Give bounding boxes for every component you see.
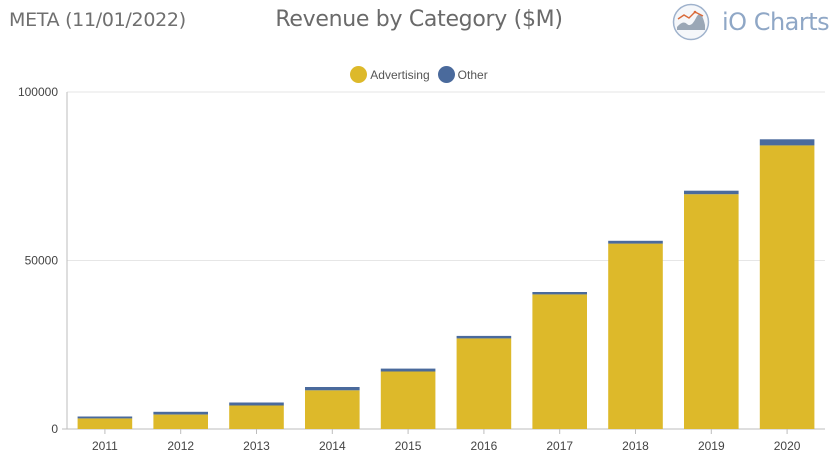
x-tick-label: 2017	[546, 439, 573, 453]
brand-logo-icon	[672, 3, 710, 41]
y-tick-label: 50000	[25, 254, 59, 268]
x-tick-label: 2019	[698, 439, 725, 453]
brand-name: iO Charts	[722, 8, 830, 36]
x-tick-label: 2020	[774, 439, 801, 453]
bar-advertising	[456, 338, 512, 429]
bar-other	[380, 368, 436, 372]
bar-advertising	[608, 243, 663, 429]
bar-advertising	[77, 418, 133, 429]
legend-item-advertising[interactable]: Advertising	[350, 66, 430, 83]
bar-advertising	[380, 371, 436, 429]
x-tick-label: 2016	[471, 439, 498, 453]
bar-advertising	[229, 405, 284, 429]
ticker-label: META (11/01/2022)	[9, 9, 186, 31]
bar-other	[77, 416, 133, 419]
x-tick-label: 2018	[622, 439, 649, 453]
bar-other	[229, 402, 284, 406]
legend-label-other: Other	[457, 67, 488, 82]
x-tick-label: 2011	[92, 439, 118, 453]
x-tick-label: 2013	[243, 439, 270, 453]
legend-swatch-other	[437, 66, 455, 83]
x-tick-label: 2014	[319, 439, 346, 453]
bar-advertising	[759, 145, 815, 430]
chart-title: Revenue by Category ($M)	[275, 7, 563, 32]
y-tick-label: 100000	[18, 85, 58, 99]
x-tick-label: 2015	[395, 439, 422, 453]
bar-other	[759, 139, 815, 146]
bar-advertising	[532, 294, 587, 429]
bar-other	[684, 190, 739, 195]
bar-other	[305, 387, 360, 391]
legend-label-advertising: Advertising	[370, 67, 430, 82]
legend-item-other[interactable]: Other	[437, 66, 488, 83]
bar-advertising	[684, 194, 739, 429]
bar-other	[456, 335, 512, 339]
bar-other	[532, 292, 587, 295]
bar-advertising	[305, 390, 360, 429]
brand: iO Charts	[672, 3, 830, 41]
bar-other	[608, 240, 663, 244]
y-tick-label: 0	[51, 422, 58, 436]
legend-swatch-advertising	[350, 66, 368, 83]
x-tick-label: 2012	[167, 439, 194, 453]
bar-advertising	[153, 414, 208, 429]
bar-other	[153, 411, 208, 415]
chart-legend: Advertising Other	[0, 66, 838, 83]
